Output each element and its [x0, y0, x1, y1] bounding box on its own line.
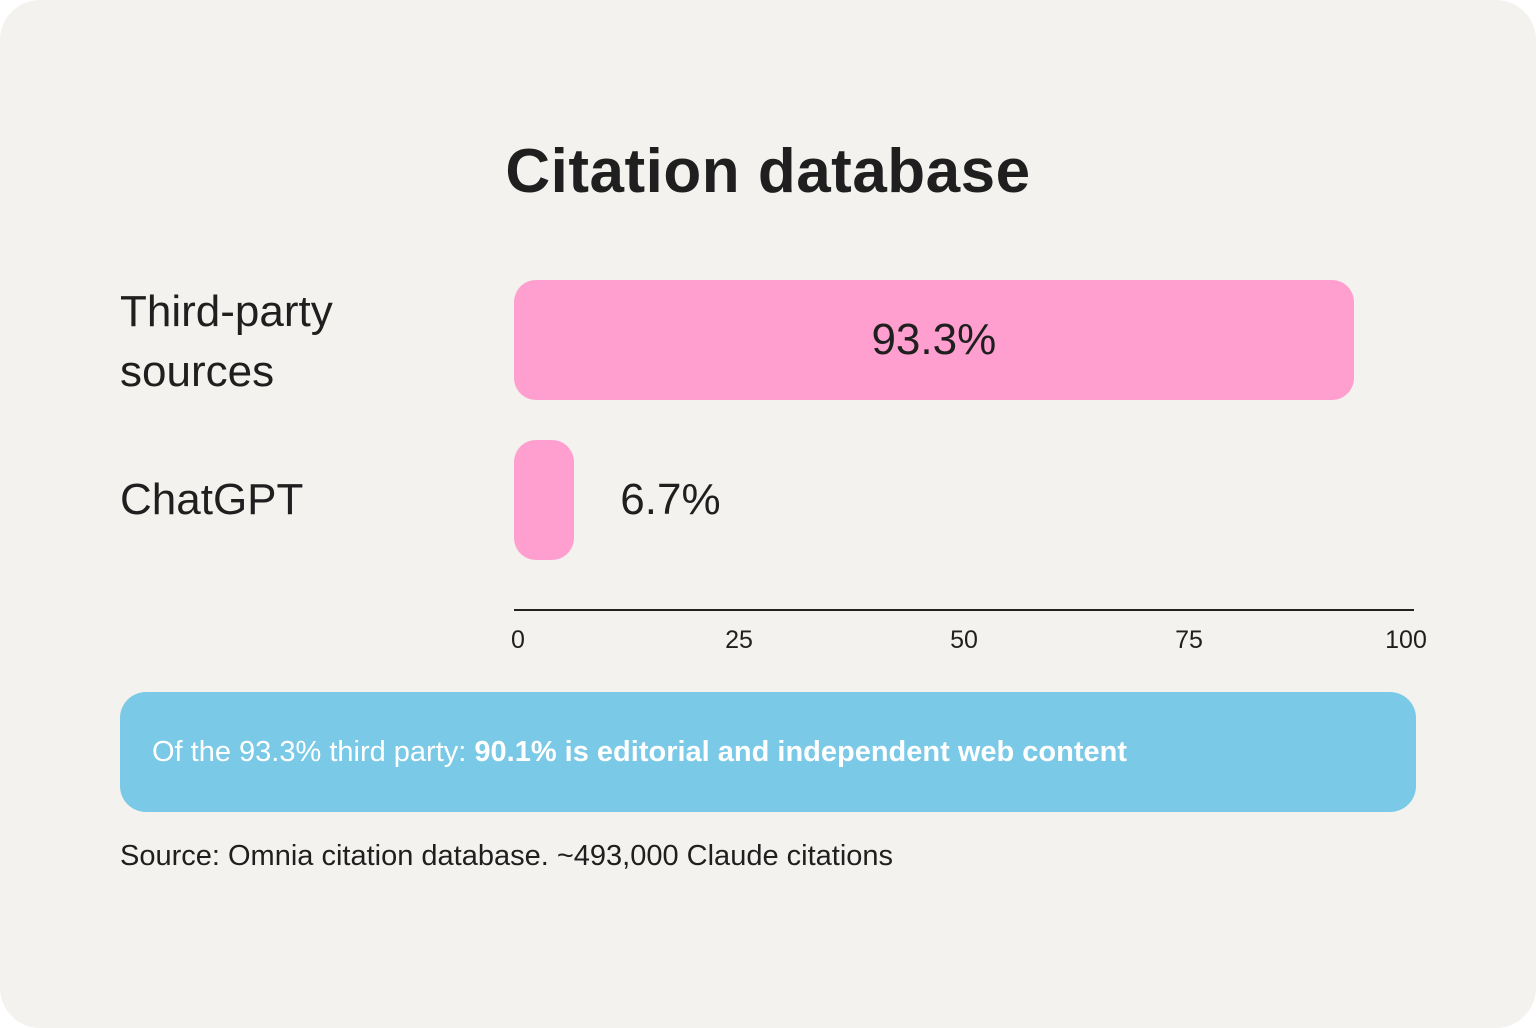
- insight-prefix: Of the 93.3% third party:: [152, 736, 475, 768]
- x-tick-label: 75: [1175, 626, 1203, 654]
- insight-highlight: 90.1% is editorial and independent web c…: [474, 736, 1128, 768]
- x-tick-label: 100: [1385, 626, 1427, 654]
- x-tick-label: 0: [511, 626, 525, 654]
- chart-title: Citation database: [505, 137, 1031, 206]
- x-tick-label: 50: [950, 626, 978, 654]
- category-label-line: Third-party: [120, 287, 333, 336]
- category-label-third-party: Third-party sources: [120, 282, 450, 402]
- bar-third-party: [514, 280, 1354, 400]
- bar-value-label-third-party: 93.3%: [871, 315, 997, 364]
- category-label-line: sources: [120, 347, 275, 396]
- source-note: Source: Omnia citation database. ~493,00…: [120, 840, 894, 872]
- bar-chatgpt: [514, 440, 575, 560]
- x-axis-line: [514, 609, 1414, 611]
- insight-text: Of the 93.3% third party: 90.1% is edito…: [152, 692, 1127, 812]
- insight-callout: Of the 93.3% third party: 90.1% is edito…: [120, 692, 1416, 812]
- category-label-line: ChatGPT: [120, 475, 304, 524]
- category-label-chatgpt: ChatGPT: [120, 470, 450, 530]
- bar-value-label-chatgpt: 6.7%: [620, 475, 721, 524]
- x-tick-label: 25: [725, 626, 753, 654]
